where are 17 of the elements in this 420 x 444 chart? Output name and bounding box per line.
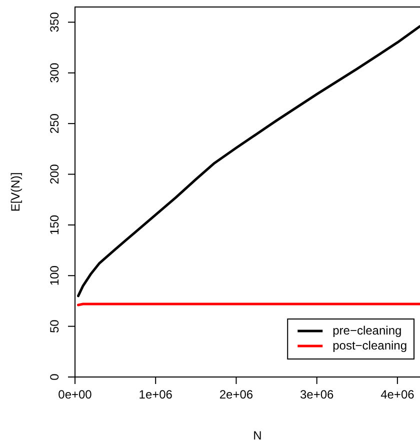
x-axis-title: N <box>253 428 262 442</box>
x-tick-label: 2e+06 <box>219 387 254 402</box>
y-tick-label: 150 <box>47 214 62 235</box>
x-tick-label: 4e+06 <box>380 387 415 402</box>
y-tick-label: 350 <box>47 12 62 32</box>
y-tick-label: 250 <box>47 113 62 134</box>
x-tick-label: 0e+00 <box>58 387 92 402</box>
legend-label: pre−cleaning <box>332 323 402 338</box>
y-tick-label: 100 <box>47 265 62 286</box>
y-tick-label: 0 <box>47 373 62 380</box>
x-tick-label: 1e+06 <box>138 387 173 402</box>
y-tick-label: 200 <box>47 164 62 184</box>
y-tick-label: 50 <box>47 319 62 333</box>
legend-label: post−cleaning <box>332 338 407 352</box>
y-axis-title: E[V(N)] <box>8 172 22 212</box>
x-tick-label: 3e+06 <box>300 387 334 402</box>
y-tick-label: 300 <box>47 62 62 83</box>
